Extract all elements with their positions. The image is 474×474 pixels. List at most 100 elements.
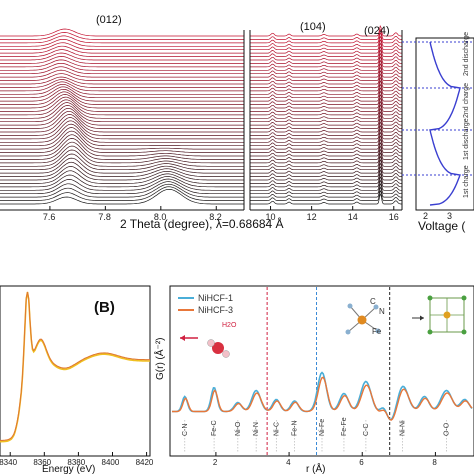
waterfall-middle-curve xyxy=(250,79,403,92)
panel-c-tick-label: 6 xyxy=(359,458,364,467)
peak-label-024: (024) xyxy=(364,25,390,37)
pdf-bond-label: O-O xyxy=(443,422,450,436)
waterfall-middle-tick-label: 10 xyxy=(266,212,276,222)
waterfall-middle-curve xyxy=(250,62,402,75)
panel-b-ticks: 8340 8360 8380 8400 8420 xyxy=(0,452,154,467)
atom-label-fe: Fe xyxy=(372,327,382,336)
waterfall-middle-curve xyxy=(250,124,402,136)
waterfall-left-curve xyxy=(0,83,244,95)
pdf-legend: NiHCF-1 NiHCF-3 xyxy=(178,293,233,315)
waterfall-left-curve xyxy=(0,153,244,171)
panel-b-tick-label: 8340 xyxy=(0,458,18,467)
waterfall-middle-curve xyxy=(250,86,402,99)
waterfall-middle-curve xyxy=(250,35,402,47)
waterfall-left-curve xyxy=(0,73,244,81)
cube-center-node xyxy=(443,311,451,319)
waterfall-middle-curve xyxy=(250,141,402,153)
waterfall-left-curve xyxy=(0,138,244,157)
waterfall-left-tick-label: 7.6 xyxy=(43,212,56,222)
panel-b: (B) 8340 8360 8380 8400 8420 Energy (eV) xyxy=(0,285,154,474)
waterfall-left-curve xyxy=(0,181,244,195)
waterfall-left-curve xyxy=(0,59,244,68)
waterfall-middle-curve xyxy=(250,155,402,167)
waterfall-middle-curve xyxy=(250,114,402,126)
waterfall-middle-curve xyxy=(250,193,402,205)
water-hydrogen-atom-2 xyxy=(222,350,230,358)
waterfall-left-curve xyxy=(0,88,244,102)
cube-arrow-head xyxy=(420,315,424,321)
atom-label-n: N xyxy=(379,307,385,316)
waterfall-middle-curve xyxy=(250,97,402,109)
waterfall-left-curve xyxy=(0,56,244,64)
waterfall-left-curve xyxy=(0,114,244,133)
waterfall-middle-curve xyxy=(250,45,402,57)
n-atom-2 xyxy=(373,304,379,310)
waterfall-left-curve xyxy=(0,127,244,147)
waterfall-left-curve xyxy=(0,35,244,44)
atom-label-c: C xyxy=(370,297,376,306)
pdf-bond-label: C-C xyxy=(363,424,370,436)
pdf-series-nihcf-3 xyxy=(172,376,473,421)
waterfall-left-curve xyxy=(0,76,244,85)
waterfall-left-curve xyxy=(0,130,244,150)
waterfall-middle-curve xyxy=(250,28,402,40)
waterfall-left-ticks: 7.6 7.8 8.0 8.2 xyxy=(43,206,222,222)
pdf-bond-label: Ni-N xyxy=(253,422,260,436)
waterfall-left-panel: 7.6 7.8 8.0 8.2 (012) xyxy=(0,14,245,222)
panel-c-tick-label: 2 xyxy=(213,458,218,467)
waterfall-middle-curve xyxy=(250,145,402,157)
pdf-bond-label: Ni-C xyxy=(273,422,280,436)
pdf-bond-label: Fe-C xyxy=(211,420,218,436)
waterfall-middle-curve xyxy=(250,100,402,112)
waterfall-left-curve xyxy=(0,107,244,126)
peak-label-104: (104) xyxy=(300,21,326,33)
peak-label-012: (012) xyxy=(96,14,122,26)
waterfall-middle-curve xyxy=(250,138,402,150)
waterfall-middle-curve xyxy=(250,55,403,68)
waterfall-middle-curve xyxy=(250,131,402,143)
panel-b-label: (B) xyxy=(94,299,115,316)
voltage-x-axis-title: Voltage ( xyxy=(418,219,465,233)
waterfall-middle-curve xyxy=(250,93,402,105)
waterfall-middle-curve xyxy=(250,169,402,181)
waterfall-middle-curve xyxy=(250,31,403,44)
waterfall-middle-curve xyxy=(250,158,402,171)
voltage-cycle-label: 2nd charge xyxy=(463,83,470,118)
waterfall-middle-curve xyxy=(250,103,403,116)
pdf-bond-label: Ni-Fe xyxy=(319,419,326,436)
waterfall-left-curve xyxy=(0,45,244,54)
waterfall-middle-curve xyxy=(250,117,402,129)
waterfall-left-curve xyxy=(0,52,244,61)
waterfall-x-axis-title: 2 Theta (degree), λ=0.68684 Å xyxy=(120,216,284,231)
panel-b-x-axis-title: Energy (eV) xyxy=(42,464,95,474)
voltage-frame xyxy=(415,37,474,211)
waterfall-left-curve xyxy=(0,178,244,191)
voltage-curve xyxy=(429,41,461,206)
waterfall-left-plot-area xyxy=(0,30,244,210)
waterfall-middle-curve xyxy=(250,76,402,88)
waterfall-middle-curve xyxy=(250,134,402,147)
cube-node-4 xyxy=(461,329,467,335)
waterfall-middle-ticks: 10 12 14 16 xyxy=(266,206,399,222)
waterfall-left-curve xyxy=(0,28,244,37)
waterfall-left-curve xyxy=(0,94,244,109)
waterfall-middle-tick-label: 16 xyxy=(389,212,399,222)
panel-c-tick-label: 8 xyxy=(432,458,437,467)
waterfall-middle-curve xyxy=(250,162,402,174)
waterfall-left-curve xyxy=(0,157,244,174)
waterfall-left-curve xyxy=(0,32,244,40)
waterfall-middle-curve xyxy=(250,59,402,71)
pdf-bond-labels: C-N Fe-C Ni-O Ni-N Ni-C Fe-N Ni-Fe Fe-Fe C-C Ni-N… xyxy=(182,417,450,452)
xanes-series-2 xyxy=(0,291,150,441)
panel-b-tick-label: 8360 xyxy=(33,458,51,467)
waterfall-middle-tick-label: 12 xyxy=(307,212,317,222)
waterfall-left-curve xyxy=(0,42,244,51)
waterfall-left-tick-label: 8.2 xyxy=(209,212,222,222)
waterfall-left-curve xyxy=(0,38,244,47)
waterfall-middle-curve xyxy=(250,189,402,201)
waterfall-left-curve xyxy=(0,186,244,201)
waterfall-left-curve xyxy=(0,49,244,57)
voltage-guide-lines xyxy=(402,41,474,176)
pdf-bond-label: Fe-Fe xyxy=(341,417,348,436)
